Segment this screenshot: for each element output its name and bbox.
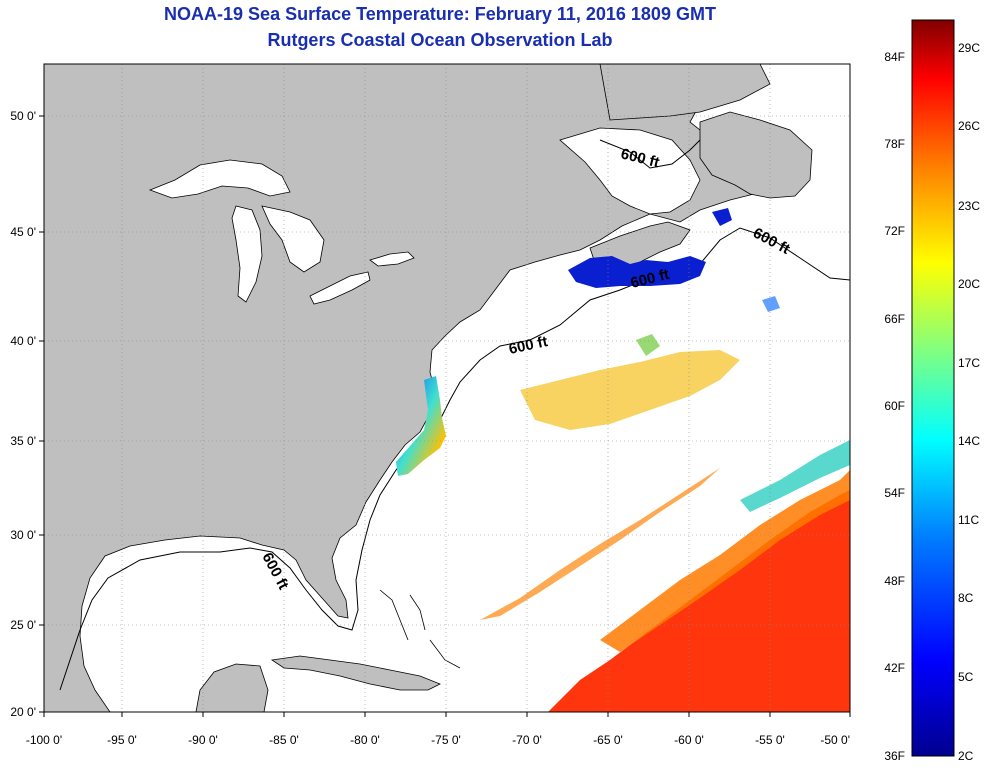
colorbar-f-label: 42F — [884, 661, 905, 675]
lon-tick-label: -70 0' — [512, 733, 542, 747]
lon-tick-label: -95 0' — [107, 733, 137, 747]
lon-tick-label: -65 0' — [593, 733, 623, 747]
colorbar-c-label: 11C — [958, 513, 979, 527]
axis-ticks — [39, 115, 851, 717]
land-labrador — [599, 64, 771, 121]
lon-tick-label: -75 0' — [431, 733, 461, 747]
lon-tick-label: -90 0' — [188, 733, 218, 747]
land-bahamas — [379, 589, 461, 669]
colorbar-f-label: 60F — [884, 399, 905, 413]
lake-erie — [309, 271, 371, 305]
lat-tick-label: 30 0' — [10, 528, 36, 542]
lake-superior — [148, 159, 291, 199]
sst-coastal-strip — [396, 376, 446, 476]
lon-tick-label: -100 0' — [26, 733, 62, 747]
colorbar-f-label: 72F — [884, 224, 905, 238]
map-subtitle: Rutgers Coastal Ocean Observation Lab — [267, 30, 613, 50]
lon-tick-label: -50 0' — [820, 733, 850, 747]
lon-tick-label: -55 0' — [755, 733, 785, 747]
colorbar-f-label: 84F — [884, 50, 905, 64]
lat-tick-label: 20 0' — [10, 705, 36, 719]
land-yucatan — [195, 663, 269, 712]
sst-georges-bank-cold — [568, 208, 732, 288]
land-newfoundland — [699, 111, 813, 199]
colorbar-f-label: 36F — [884, 749, 905, 763]
colorbar-c-label: 2C — [958, 749, 974, 763]
sst-gulf-stream-warm — [480, 296, 850, 712]
lat-tick-label: 35 0' — [10, 434, 36, 448]
lon-tick-label: -60 0' — [674, 733, 704, 747]
colorbar-f-label: 48F — [884, 574, 905, 588]
colorbar-c-labels: 29C 26C 23C 20C 17C 14C 11C 8C 5C 2C — [958, 41, 980, 763]
map-title: NOAA-19 Sea Surface Temperature: Februar… — [164, 4, 716, 24]
map-grid — [44, 64, 850, 712]
map-frame — [43, 63, 851, 713]
lon-tick-label: -80 0' — [350, 733, 380, 747]
colorbar — [911, 19, 955, 757]
lake-ontario — [369, 251, 415, 267]
colorbar-f-label: 66F — [884, 312, 905, 326]
colorbar-c-label: 26C — [958, 119, 980, 133]
colorbar-c-label: 8C — [958, 591, 974, 605]
colorbar-c-label: 17C — [958, 356, 980, 370]
land-cuba — [270, 655, 441, 691]
lon-tick-labels: -100 0' -95 0' -90 0' -85 0' -80 0' -75 … — [26, 733, 850, 747]
lat-tick-label: 45 0' — [10, 225, 36, 239]
colorbar-c-label: 23C — [958, 199, 980, 213]
colorbar-c-label: 20C — [958, 277, 980, 291]
lat-tick-label: 25 0' — [10, 618, 36, 632]
colorbar-f-labels: 84F 78F 72F 66F 60F 54F 48F 42F 36F — [884, 50, 905, 763]
colorbar-c-label: 5C — [958, 670, 974, 684]
colorbar-f-label: 78F — [884, 137, 905, 151]
gulf-st-lawrence — [559, 127, 701, 215]
lon-tick-label: -85 0' — [269, 733, 299, 747]
lake-michigan — [231, 205, 263, 303]
lat-tick-label: 40 0' — [10, 334, 36, 348]
contour-600ft-gulf — [599, 139, 701, 169]
colorbar-c-label: 29C — [958, 41, 980, 55]
colorbar-f-label: 54F — [884, 486, 905, 500]
lat-tick-label: 50 0' — [10, 109, 36, 123]
lat-tick-labels: 50 0' 45 0' 40 0' 35 0' 30 0' 25 0' 20 0… — [10, 109, 36, 719]
colorbar-c-label: 14C — [958, 434, 980, 448]
